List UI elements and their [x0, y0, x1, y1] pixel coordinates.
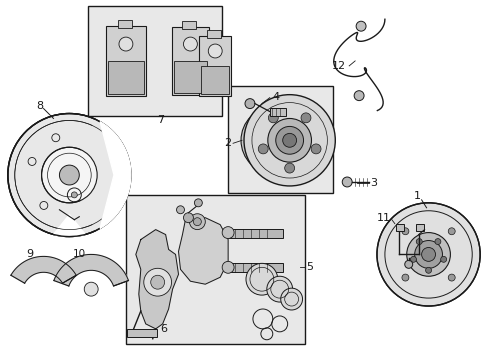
Text: 9: 9 — [26, 249, 33, 260]
Bar — [127, 329, 156, 337]
Circle shape — [150, 275, 164, 289]
Circle shape — [176, 206, 184, 214]
Circle shape — [208, 44, 222, 58]
Text: 10: 10 — [73, 249, 86, 260]
Bar — [199, 36, 231, 96]
Bar — [228, 264, 282, 272]
Circle shape — [222, 261, 234, 273]
Circle shape — [41, 147, 97, 203]
Bar — [126, 195, 304, 344]
Circle shape — [342, 177, 351, 187]
Circle shape — [401, 228, 408, 235]
Bar — [395, 224, 403, 231]
Bar — [118, 20, 132, 28]
Circle shape — [284, 163, 294, 173]
Circle shape — [60, 165, 79, 185]
Circle shape — [260, 126, 288, 154]
Circle shape — [353, 91, 364, 100]
Circle shape — [119, 37, 133, 51]
Polygon shape — [53, 215, 85, 237]
Circle shape — [84, 282, 98, 296]
Circle shape — [406, 233, 449, 276]
Circle shape — [376, 203, 479, 306]
Bar — [171, 27, 209, 95]
Circle shape — [414, 240, 442, 268]
Bar — [108, 61, 143, 94]
Bar — [269, 108, 285, 117]
Polygon shape — [100, 122, 131, 228]
Circle shape — [183, 37, 197, 51]
Text: 7: 7 — [157, 116, 164, 126]
Text: 6: 6 — [160, 324, 167, 334]
Circle shape — [193, 218, 201, 226]
Text: 4: 4 — [272, 92, 279, 102]
Circle shape — [282, 133, 296, 147]
Circle shape — [421, 247, 435, 261]
Circle shape — [275, 126, 303, 154]
Bar — [201, 66, 229, 94]
Circle shape — [244, 99, 254, 109]
Circle shape — [447, 228, 454, 235]
Circle shape — [183, 213, 193, 223]
Bar — [173, 61, 207, 93]
Circle shape — [404, 260, 412, 268]
Circle shape — [409, 256, 416, 262]
Circle shape — [245, 264, 277, 295]
Circle shape — [415, 239, 421, 244]
Polygon shape — [178, 218, 228, 284]
Text: 3: 3 — [370, 178, 377, 188]
Bar — [88, 6, 222, 116]
Text: 8: 8 — [36, 100, 43, 111]
Circle shape — [268, 113, 278, 123]
Circle shape — [267, 118, 311, 162]
Circle shape — [258, 144, 267, 154]
Text: 11: 11 — [376, 213, 390, 223]
Polygon shape — [11, 256, 76, 283]
Circle shape — [71, 192, 77, 198]
Text: 1: 1 — [413, 191, 420, 201]
Bar — [228, 86, 333, 193]
Circle shape — [222, 227, 234, 239]
Text: 12: 12 — [331, 61, 346, 71]
Polygon shape — [136, 230, 178, 329]
Circle shape — [8, 113, 131, 237]
Circle shape — [301, 113, 310, 123]
Circle shape — [241, 107, 308, 174]
Text: 5: 5 — [305, 262, 312, 272]
Bar — [207, 30, 221, 38]
Circle shape — [434, 239, 440, 244]
Bar — [106, 26, 145, 96]
Circle shape — [425, 267, 431, 273]
Circle shape — [194, 199, 202, 207]
Circle shape — [244, 95, 335, 186]
Circle shape — [401, 274, 408, 281]
Text: 2: 2 — [224, 138, 231, 148]
Polygon shape — [54, 255, 128, 286]
Bar — [415, 224, 423, 231]
Circle shape — [189, 214, 205, 230]
Bar — [182, 21, 196, 29]
Circle shape — [310, 144, 321, 154]
Bar — [228, 229, 282, 238]
Circle shape — [355, 21, 366, 31]
Circle shape — [266, 276, 292, 302]
Circle shape — [440, 256, 446, 262]
Circle shape — [280, 288, 302, 310]
Circle shape — [447, 274, 454, 281]
Circle shape — [143, 268, 171, 296]
